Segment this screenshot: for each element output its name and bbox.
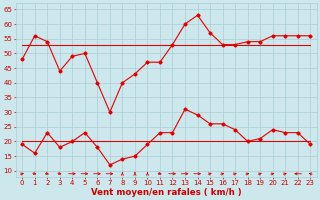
X-axis label: Vent moyen/en rafales ( km/h ): Vent moyen/en rafales ( km/h ) bbox=[91, 188, 242, 197]
